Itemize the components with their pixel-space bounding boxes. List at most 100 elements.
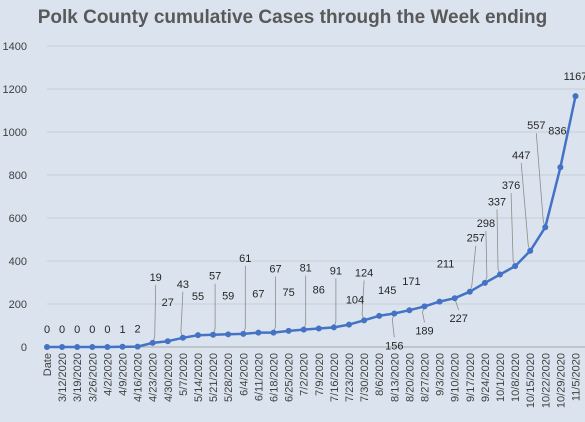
data-point [391,310,398,317]
data-label: 59 [222,290,234,302]
leader-line [484,230,488,284]
leader-line [303,275,307,330]
data-point [376,312,383,319]
data-label: 0 [74,324,80,336]
data-point [89,344,96,350]
data-point [451,295,458,302]
leader-line [333,278,337,328]
data-label: 86 [313,285,325,297]
data-point [406,307,413,314]
data-point [436,298,443,305]
data-label: 27 [162,297,174,309]
leader-line [520,162,531,252]
data-point [542,224,549,231]
data-point [527,247,534,254]
data-label: 0 [104,324,110,336]
data-point [497,271,503,278]
x-tick-label: 7/9/2020 [314,353,326,396]
x-tick-label: 8/27/2020 [420,353,432,402]
chart-title: Polk County cumulative Cases through the… [37,7,548,28]
x-tick-label: 9/24/2020 [480,353,492,402]
x-tick-label: 9/3/2020 [435,353,447,396]
data-label: 189 [415,325,433,337]
x-tick-label: 8/20/2020 [404,353,416,402]
y-tick-label: 400 [9,256,27,268]
data-label: 298 [477,218,495,230]
data-label: 2 [135,324,141,336]
data-point [210,331,217,338]
data-point [240,330,247,337]
data-point [179,334,186,341]
leader-line [212,283,216,335]
x-tick-label: 3/26/2020 [87,353,99,402]
data-point [164,338,171,345]
x-tick-label: 7/30/2020 [359,353,371,402]
data-point [421,303,428,310]
x-tick-label: 10/1/2020 [495,353,507,402]
data-label: 145 [378,285,396,297]
data-label: 57 [209,271,221,283]
data-label: 61 [239,253,251,265]
data-point [149,339,156,346]
data-point [104,344,111,350]
data-point [557,164,564,171]
leader-line [152,284,157,344]
x-tick-label: 10/8/2020 [510,353,522,402]
data-label: 0 [59,324,65,336]
x-tick-label: 11/5/2020 [571,353,583,401]
data-point [195,332,201,339]
data-label: 836 [548,125,566,137]
leader-line [496,209,501,275]
data-label: 75 [282,287,294,299]
data-label: 0 [44,324,50,336]
leader-line [180,291,184,338]
x-tick-label: 8/6/2020 [374,353,386,396]
data-point [315,325,322,332]
x-tick-label: Date [42,353,54,376]
leader-line [391,313,395,338]
data-label: 104 [346,295,364,307]
y-tick-label: 1400 [3,41,27,53]
x-tick-label: 7/23/2020 [344,353,356,402]
data-point [330,324,337,331]
x-tick-label: 5/14/2020 [193,353,205,402]
data-point [300,326,307,333]
data-label: 156 [385,340,403,352]
data-point [270,329,277,336]
x-tick-label: 6/18/2020 [269,353,281,402]
data-label: 557 [527,120,545,132]
data-label: 337 [488,197,506,209]
y-tick-label: 0 [21,342,27,354]
data-point [346,321,352,328]
leader-line [273,276,276,333]
x-tick-label: 7/2/2020 [299,353,311,396]
x-tick-label: 4/30/2020 [163,353,175,402]
x-tick-label: 6/25/2020 [284,353,296,402]
x-tick-label: 4/9/2020 [118,353,130,396]
data-point [481,279,488,286]
data-point [59,344,66,350]
y-tick-label: 1200 [3,84,27,96]
x-tick-label: 5/28/2020 [223,353,235,402]
x-tick-label: 10/29/2020 [555,353,567,408]
data-point [134,343,141,350]
y-tick-label: 200 [9,299,27,311]
data-label: 55 [192,291,204,303]
data-label: 67 [269,264,281,276]
data-label: 81 [300,263,312,275]
x-tick-label: 4/23/2020 [148,353,160,402]
data-point [225,331,232,338]
data-point [512,263,519,270]
data-label: 447 [512,150,530,162]
data-label: 257 [467,233,485,245]
y-tick-label: 600 [9,213,27,225]
x-tick-label: 4/16/2020 [133,353,145,402]
leader-line [510,193,516,267]
data-label: 19 [150,272,162,284]
x-tick-label: 10/15/2020 [525,353,537,408]
data-label: 1167 [564,71,585,83]
data-label: 376 [502,180,520,192]
data-label: 211 [437,259,455,271]
